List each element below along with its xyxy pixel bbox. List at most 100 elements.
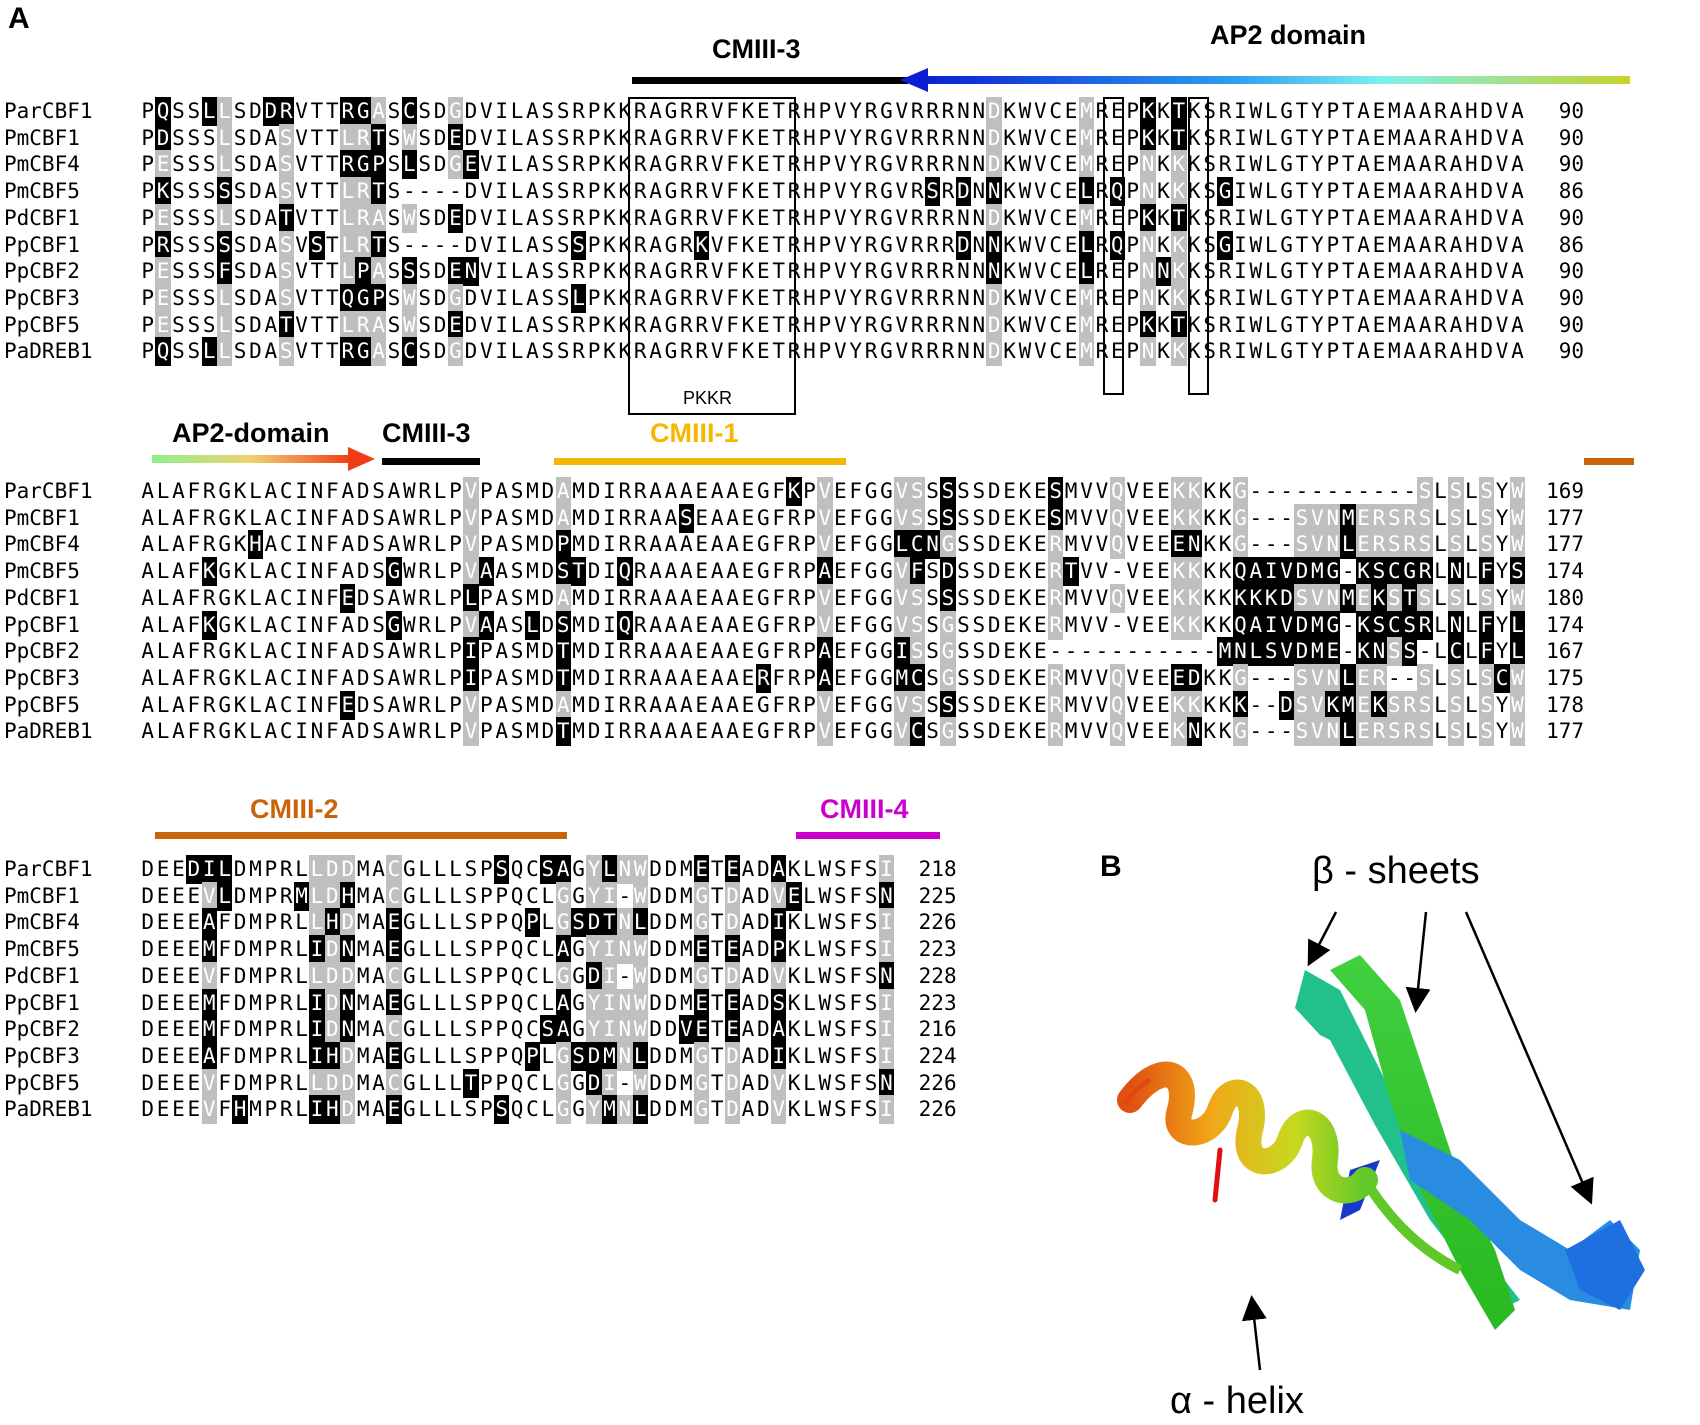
residue: D [587, 559, 601, 584]
residue: V [710, 339, 724, 364]
residue: V [1495, 259, 1509, 284]
residue: W [1249, 125, 1263, 150]
residue: L [803, 910, 816, 935]
residue: G [355, 97, 371, 126]
residue: V [833, 232, 847, 257]
residue: Q [1109, 583, 1125, 613]
residue: T [710, 1017, 724, 1042]
sequence-name: PpCBF1 [4, 612, 80, 637]
residue: D [356, 692, 370, 717]
residue: G [880, 612, 893, 637]
residue: K [1203, 559, 1216, 584]
residue: M [572, 719, 585, 744]
residue: N [340, 1015, 356, 1045]
residue: L [201, 337, 217, 367]
residue: S [926, 505, 939, 530]
residue: F [1478, 557, 1495, 587]
residue: C [526, 937, 539, 962]
residue: L [803, 963, 816, 988]
residue: D [464, 339, 478, 364]
residue: K [1171, 477, 1187, 506]
residue: M [680, 857, 693, 881]
residue: F [326, 665, 339, 690]
residue: T [710, 990, 724, 1015]
residue: L [433, 612, 447, 637]
residue: A [555, 690, 571, 720]
residue: F [726, 152, 739, 177]
residue: R [864, 125, 878, 150]
residue: S [372, 532, 385, 557]
residue: G [447, 97, 464, 126]
residue: S [833, 1017, 847, 1042]
residue: S [1448, 503, 1464, 533]
residue: G [447, 337, 464, 367]
residue: L [216, 337, 233, 367]
residue: A [478, 610, 494, 640]
residue: Y [849, 232, 862, 257]
residue: N [310, 559, 324, 584]
residue: F [726, 179, 739, 204]
residue: R [680, 179, 693, 204]
residue: L [1434, 532, 1447, 557]
residue: D [664, 857, 678, 881]
residue: E [833, 532, 847, 557]
residue: F [849, 963, 862, 988]
residue: E [741, 665, 755, 690]
residue: S [909, 477, 925, 506]
residue: P [264, 1097, 278, 1122]
residue: R [1218, 312, 1232, 337]
residue: S [233, 312, 247, 337]
residue: R [633, 179, 647, 204]
residue: A [726, 559, 739, 584]
residue: P [141, 285, 155, 310]
residue: S [957, 559, 970, 584]
residue: G [756, 612, 770, 637]
residue: R [941, 339, 955, 364]
residue: H [803, 125, 816, 150]
residue: R [1371, 717, 1387, 747]
residue: T [1341, 152, 1355, 177]
residue: K [1187, 99, 1201, 123]
residue: E [1034, 639, 1047, 664]
residue: L [295, 963, 308, 988]
residue: M [1078, 203, 1095, 233]
residue: P [1126, 312, 1140, 337]
residue: R [695, 152, 709, 177]
residue: H [1464, 179, 1478, 204]
residue: S [940, 690, 956, 720]
residue: D [541, 505, 555, 530]
residue: - [449, 232, 462, 257]
residue: M [572, 665, 585, 690]
residue: D [649, 937, 662, 962]
residue: S [555, 610, 571, 640]
residue: S [233, 125, 247, 150]
residue: S [464, 990, 478, 1015]
residue: D [1480, 259, 1493, 284]
residue: A [1449, 232, 1463, 257]
residue: T [370, 123, 387, 153]
residue: E [1034, 559, 1047, 584]
residue: P [1126, 285, 1140, 310]
residue: S [1203, 285, 1216, 310]
residue: V [463, 557, 479, 587]
sequence-position: 177 [1546, 505, 1584, 530]
residue: R [680, 232, 693, 257]
residue: D [586, 1041, 602, 1071]
residue: L [418, 963, 432, 988]
residue: S [926, 479, 939, 503]
residue: S [957, 639, 970, 664]
residue: P [479, 963, 493, 988]
residue: Y [849, 285, 862, 310]
residue: P [803, 505, 816, 530]
residue: D [141, 963, 155, 988]
residue: Q [510, 963, 524, 988]
residue: E [1372, 152, 1386, 177]
residue: - [1264, 719, 1278, 744]
residue: W [818, 910, 832, 935]
residue: S [1417, 477, 1433, 506]
residue: L [156, 719, 170, 744]
residue: L [1464, 665, 1478, 690]
residue: W [1018, 259, 1032, 284]
residue: V [1034, 179, 1047, 204]
